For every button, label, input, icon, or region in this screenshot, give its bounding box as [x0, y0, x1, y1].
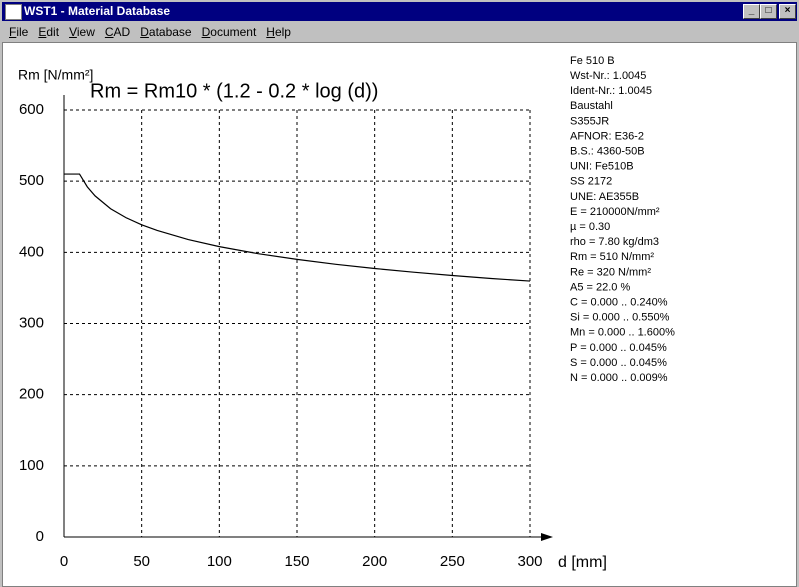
material-info: B.S.: 4360-50B: [570, 146, 645, 158]
y-tick-label: 100: [19, 457, 44, 474]
chart-title: Rm = Rm10 * (1.2 - 0.2 * log (d)): [90, 80, 378, 102]
material-info: Mn = 0.000 .. 1.600%: [570, 327, 675, 339]
data-line: [64, 173, 531, 282]
menu-bar: File Edit View CAD Database Document Help: [4, 23, 296, 41]
y-tick-label: 600: [19, 101, 44, 118]
x-tick-label: 300: [517, 553, 542, 570]
x-axis-label: d [mm]: [558, 554, 607, 571]
material-info: P = 0.000 .. 0.045%: [570, 342, 667, 354]
material-info: AFNOR: E36-2: [570, 130, 644, 142]
material-info: C = 0.000 .. 0.240%: [570, 297, 668, 309]
y-axis-label: Rm [N/mm²]: [18, 67, 93, 83]
material-info: Wst-Nr.: 1.0045: [570, 70, 646, 82]
client-area: [2, 42, 797, 587]
y-tick-label: 200: [19, 386, 44, 403]
x-tick-label: 50: [133, 553, 150, 570]
material-info: Fe 510 B: [570, 55, 615, 67]
x-axis-arrow: [541, 533, 553, 541]
material-info: UNE: AE355B: [570, 191, 639, 203]
material-info: Baustahl: [570, 100, 613, 112]
x-tick-label: 200: [362, 553, 387, 570]
menu-item[interactable]: CAD: [104, 25, 131, 39]
minimize-button[interactable]: _: [743, 4, 760, 19]
close-button[interactable]: ×: [779, 4, 796, 19]
material-info: Si = 0.000 .. 0.550%: [570, 312, 670, 324]
menu-item[interactable]: View: [69, 25, 95, 39]
material-info: Ident-Nr.: 1.0045: [570, 85, 652, 97]
menu-item[interactable]: Edit: [38, 25, 60, 39]
material-info: S = 0.000 .. 0.045%: [570, 357, 667, 369]
material-info: SS 2172: [570, 176, 612, 188]
material-info: rho = 7.80 kg/dm3: [570, 236, 659, 248]
x-tick-label: 150: [284, 553, 309, 570]
material-info: Re = 320 N/mm²: [570, 266, 651, 278]
menu-item[interactable]: Help: [266, 25, 291, 39]
material-info: E = 210000N/mm²: [570, 206, 660, 218]
material-info: µ = 0.30: [570, 221, 610, 233]
maximize-button[interactable]: □: [760, 4, 777, 19]
title-bar: WST1 - Material Database _ □ ×: [2, 2, 797, 21]
material-info: A5 = 22.0 %: [570, 281, 630, 293]
x-tick-label: 100: [207, 553, 232, 570]
y-tick-label: 500: [19, 172, 44, 189]
y-tick-label: 400: [19, 243, 44, 260]
app-icon: [5, 4, 22, 20]
x-tick-label: 250: [440, 553, 465, 570]
material-info: Rm = 510 N/mm²: [570, 251, 654, 263]
y-tick-label: 300: [19, 314, 44, 331]
material-info: UNI: Fe510B: [570, 161, 634, 173]
material-info: S355JR: [570, 115, 609, 127]
material-info: N = 0.000 .. 0.009%: [570, 372, 668, 384]
menu-item[interactable]: File: [9, 25, 29, 39]
menu-item[interactable]: Document: [201, 25, 257, 39]
y-tick-label: 0: [36, 528, 44, 545]
window-title: WST1 - Material Database: [24, 4, 171, 18]
x-tick-label: 0: [60, 553, 68, 570]
menu-item[interactable]: Database: [140, 25, 192, 39]
